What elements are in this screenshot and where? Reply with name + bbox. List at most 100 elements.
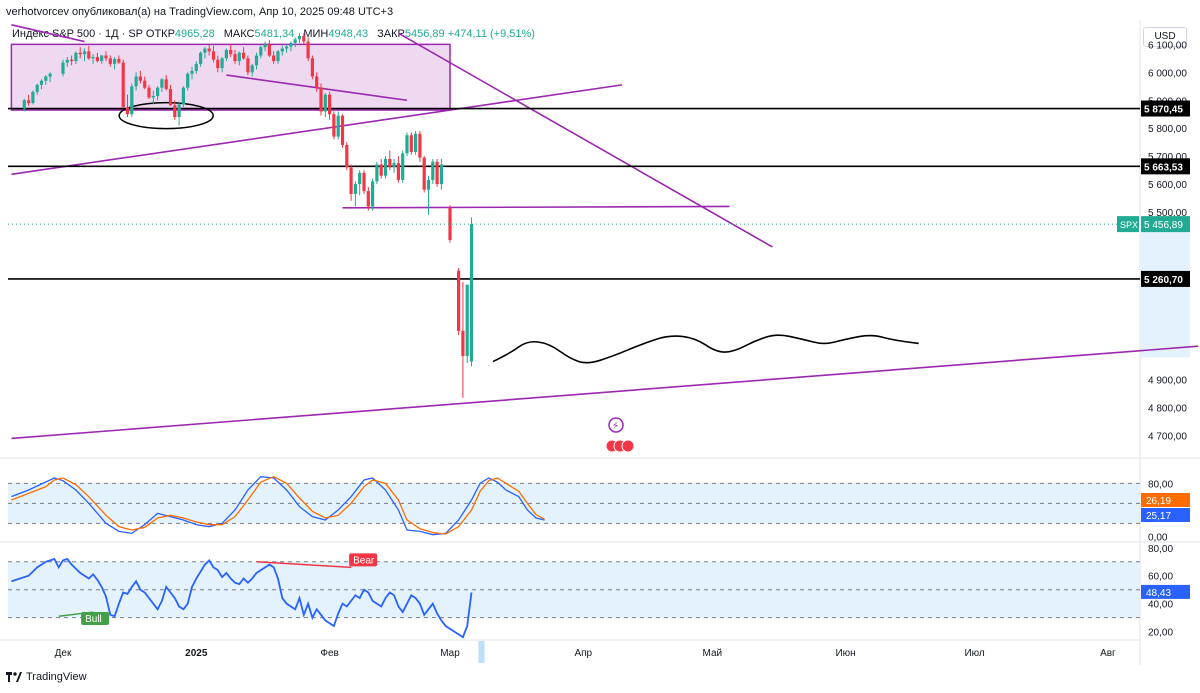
candle-body: [160, 79, 164, 88]
symbol-tag-label: SPX: [1120, 220, 1138, 230]
price-tick-label: 4 700,00: [1148, 432, 1187, 443]
candle-body: [130, 86, 134, 115]
candle-body: [177, 104, 181, 118]
candle-body: [297, 35, 302, 40]
candle-body: [401, 153, 405, 180]
last-price-tag: [1141, 216, 1190, 233]
level-price-tag: [1141, 158, 1190, 175]
candle-body: [388, 158, 392, 168]
candle-body: [250, 65, 254, 73]
candle-body: [229, 49, 233, 55]
stoch-value-label: 26,19: [1146, 496, 1171, 507]
upper-trendline: [11, 24, 85, 43]
time-tick-label: Апр: [574, 648, 592, 659]
candle-body: [190, 70, 194, 74]
projection-axis-band: [1141, 217, 1190, 358]
candle-body: [448, 207, 452, 240]
candle-body: [319, 87, 323, 112]
legend-close-value: 5456,89 +474,11 (+9,51%): [404, 28, 535, 40]
candle-body: [383, 158, 388, 176]
candle-body: [186, 73, 190, 88]
candle-body: [465, 284, 469, 356]
legend-open-label: ОТКР: [145, 28, 175, 40]
divergence-badge-label: Bear: [353, 555, 375, 566]
price-tick-label: 4 900,00: [1148, 376, 1187, 387]
candle-body: [469, 224, 474, 362]
symbol-legend: Индекс S&P 500 · 1Д · SP ОТКР4965,28 МАК…: [12, 28, 541, 40]
candle-body: [82, 51, 87, 55]
candle-body: [362, 172, 366, 192]
candle-body: [199, 52, 203, 64]
currency-button[interactable]: USD: [1143, 27, 1187, 47]
candle-body: [70, 59, 74, 62]
level-price-label: 5 260,70: [1144, 275, 1183, 286]
footer-brand: TradingView: [6, 671, 87, 683]
candle-body: [74, 52, 78, 62]
time-tick-label: Мар: [440, 648, 460, 659]
time-tick-label: Дек: [55, 648, 72, 659]
candle-body: [91, 56, 95, 59]
legend-open-value: 4965,28: [174, 28, 215, 40]
candle-body: [435, 161, 439, 185]
candle-body: [31, 91, 35, 104]
candle-body: [78, 52, 82, 55]
level-price-label: 5 870,45: [1144, 105, 1183, 116]
candle-body: [349, 167, 353, 194]
candle-body: [125, 107, 130, 115]
candle-body: [87, 51, 91, 59]
candle-body: [276, 51, 280, 62]
candle-body: [293, 39, 297, 43]
level-price-tag: [1141, 270, 1190, 287]
candle-body: [156, 87, 160, 97]
candle-body: [405, 135, 409, 154]
divergence-badge: [349, 553, 378, 567]
candle-body: [439, 164, 443, 185]
price-tick-label: 6 100,00: [1148, 40, 1187, 51]
candle-body: [35, 84, 39, 92]
stoch-value-tag: [1141, 508, 1190, 522]
candle-body: [108, 58, 112, 64]
candle-body: [396, 163, 400, 180]
candle-body: [224, 49, 228, 59]
candle-body: [375, 164, 379, 182]
candle-body: [310, 58, 314, 77]
candle-body: [207, 48, 211, 52]
stoch-tick-label: 0,00: [1148, 533, 1168, 544]
candle-body: [457, 270, 461, 331]
support-trendline: [11, 345, 1199, 440]
candle-body: [414, 133, 418, 152]
candle-body: [254, 55, 259, 66]
candle-body: [22, 100, 26, 109]
candle-body: [138, 76, 142, 81]
price-tick-label: 6 000,00: [1148, 68, 1187, 79]
candle-body: [151, 96, 155, 98]
rsi-tick-label: 80,00: [1148, 544, 1173, 555]
candle-body: [44, 76, 48, 81]
footer-brand-label: TradingView: [26, 671, 87, 683]
legend-close-label: ЗАКР: [377, 28, 405, 40]
price-tick-label: 5 700,00: [1148, 152, 1187, 163]
candle-body: [289, 42, 293, 47]
price-tick-label: 5 600,00: [1148, 180, 1187, 191]
price-tick-label: 5 800,00: [1148, 124, 1187, 135]
candle-body: [422, 157, 426, 190]
candle-body: [340, 115, 345, 145]
candle-body: [285, 46, 289, 49]
rsi-tick-label: 60,00: [1148, 572, 1173, 583]
candle-body: [366, 191, 370, 207]
candle-body: [233, 54, 237, 62]
highlight-ellipse: [118, 101, 214, 130]
candle-body: [426, 179, 431, 190]
candle-body: [100, 55, 104, 62]
candle-body: [134, 76, 138, 87]
candle-body: [168, 89, 173, 106]
candle-body: [461, 330, 465, 356]
candle-body: [371, 181, 375, 207]
legend-high-value: 5481,34: [254, 28, 295, 40]
candle-body: [65, 59, 69, 63]
stoch-value-label: 25,17: [1146, 511, 1171, 522]
legend-low-value: 4948,43: [328, 28, 369, 40]
rsi-band: [8, 561, 1140, 618]
time-cursor-marker: [478, 641, 485, 663]
